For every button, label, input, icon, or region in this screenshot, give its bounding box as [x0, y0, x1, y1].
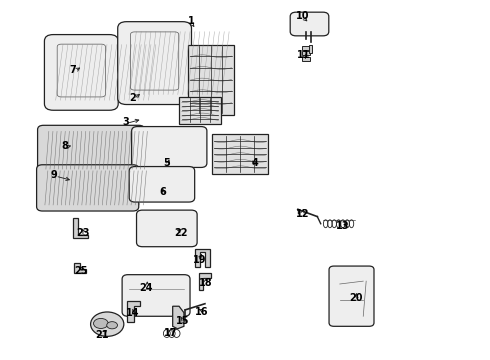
- FancyBboxPatch shape: [290, 12, 329, 36]
- FancyBboxPatch shape: [122, 275, 190, 316]
- Text: 6: 6: [160, 187, 166, 197]
- FancyBboxPatch shape: [45, 35, 118, 110]
- Text: 17: 17: [164, 328, 177, 338]
- Text: 24: 24: [140, 283, 153, 293]
- FancyBboxPatch shape: [118, 22, 192, 104]
- Text: 20: 20: [350, 293, 363, 303]
- Text: 4: 4: [251, 158, 258, 168]
- Text: 10: 10: [296, 11, 309, 21]
- Text: 5: 5: [164, 158, 170, 168]
- FancyBboxPatch shape: [38, 125, 145, 175]
- Text: 7: 7: [70, 64, 76, 75]
- Polygon shape: [172, 306, 184, 329]
- Text: 21: 21: [96, 330, 109, 340]
- Bar: [302, 46, 310, 50]
- Bar: [212, 134, 268, 174]
- Ellipse shape: [94, 319, 108, 328]
- Polygon shape: [127, 301, 140, 321]
- Ellipse shape: [91, 312, 124, 336]
- FancyBboxPatch shape: [137, 210, 197, 247]
- Text: 11: 11: [297, 50, 310, 60]
- FancyBboxPatch shape: [129, 167, 195, 202]
- Text: 2: 2: [129, 93, 136, 103]
- Text: 18: 18: [199, 278, 213, 288]
- Bar: [188, 45, 234, 114]
- Text: 16: 16: [195, 307, 209, 317]
- Text: 9: 9: [50, 170, 57, 180]
- Text: 22: 22: [174, 228, 187, 238]
- Polygon shape: [74, 263, 86, 273]
- Bar: [179, 96, 221, 123]
- FancyBboxPatch shape: [329, 266, 374, 326]
- Bar: [302, 51, 310, 55]
- FancyBboxPatch shape: [37, 165, 139, 211]
- Text: 1: 1: [188, 17, 195, 27]
- Polygon shape: [198, 273, 211, 291]
- Text: 25: 25: [74, 266, 88, 276]
- Text: 13: 13: [336, 221, 349, 231]
- Text: 3: 3: [122, 117, 129, 127]
- FancyBboxPatch shape: [132, 127, 207, 167]
- Text: 14: 14: [126, 309, 139, 318]
- Bar: [309, 45, 313, 53]
- Polygon shape: [73, 218, 88, 238]
- Text: 15: 15: [176, 316, 189, 325]
- Ellipse shape: [107, 321, 118, 329]
- Text: 23: 23: [76, 228, 90, 238]
- Text: 8: 8: [62, 140, 69, 150]
- Bar: [302, 57, 310, 61]
- Text: 12: 12: [296, 209, 309, 219]
- Text: 19: 19: [193, 255, 207, 265]
- Polygon shape: [195, 249, 210, 267]
